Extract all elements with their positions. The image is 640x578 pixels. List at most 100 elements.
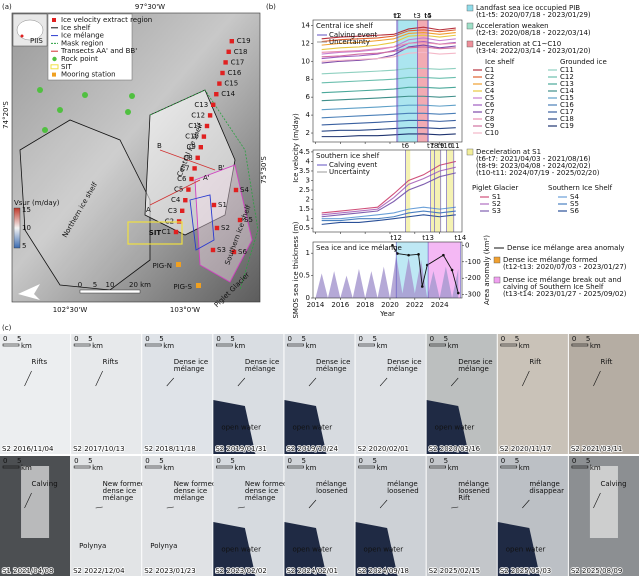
annotation: mélange: [387, 480, 418, 488]
annotation-arrow: [166, 506, 174, 509]
x-tick-label: 2020: [381, 301, 399, 309]
scale-label: 5: [88, 335, 92, 343]
series-line: [321, 95, 456, 102]
coord-label: 102°30'W: [53, 306, 88, 314]
series-line: [321, 133, 456, 138]
legend-swatch: [52, 72, 56, 77]
satellite-image: [0, 334, 71, 454]
y-tick-label: 2: [306, 129, 310, 137]
rock-point: [125, 109, 131, 115]
legend-box: [466, 4, 474, 12]
series-line: [321, 210, 456, 222]
extract-point: [186, 187, 191, 192]
annotation: mélange: [103, 494, 134, 502]
map-legend-label: Ice mélange: [61, 32, 104, 40]
annotation-arrow: [95, 506, 103, 509]
scale-label: km: [377, 464, 388, 472]
event-label: t1: [393, 12, 400, 20]
colorbar: [13, 207, 21, 249]
legend-label: Dense ice mélange area anomaly: [507, 244, 624, 252]
extract-point: [210, 247, 216, 253]
piis-marker: [20, 34, 24, 38]
y2-tick-label: -200: [465, 274, 481, 282]
image-caption: S2 2016/11/04: [2, 445, 54, 453]
annotation: mélange: [458, 480, 489, 488]
annotation: mélange: [458, 365, 489, 373]
image-caption: S2 2025/05/03: [500, 567, 551, 575]
scale-label: 5: [586, 335, 590, 343]
extract-point: [198, 145, 203, 150]
annotation: mélange: [316, 480, 347, 488]
legend-label: C7: [485, 108, 494, 116]
legend-label: S4: [570, 193, 579, 201]
scale-label: 0: [287, 335, 291, 343]
rock-point: [42, 127, 48, 133]
annotation: dense ice: [245, 487, 278, 495]
point-label: C2: [165, 217, 174, 225]
y-tick-label: 1: [306, 249, 310, 257]
annotation: mélange: [245, 365, 276, 373]
legend-label: Calving event: [329, 31, 378, 39]
panel-label: (a): [2, 3, 12, 11]
image-caption: S2 2023/01/23: [144, 567, 195, 575]
scale-label: 0: [216, 335, 220, 343]
scale-label: 5: [159, 335, 163, 343]
scale-label: km: [590, 342, 601, 350]
scale-bar: [571, 465, 589, 469]
event-label: t11: [448, 142, 460, 150]
period-band: [446, 150, 454, 232]
extract-point: [211, 202, 217, 208]
legend-text: (t8-t9: 2023/04/08 - 2024/02/02): [476, 162, 591, 170]
transect-label: A: [146, 206, 151, 214]
annotation-arrow: [24, 370, 32, 387]
legend-swatch: [52, 18, 56, 22]
event-label: t3: [414, 12, 421, 20]
inset-label: PIIS: [30, 37, 43, 45]
legend-text: (t10-t11: 2024/07/19 - 2025/02/20): [476, 169, 600, 177]
annotation: Rift: [458, 494, 470, 502]
panel-label: (c): [2, 324, 12, 332]
y-tick-label: 8: [306, 75, 310, 83]
period-band: [417, 20, 428, 142]
image-caption: S2 2020/02/01: [358, 445, 409, 453]
scale-bar: [2, 343, 20, 347]
scale-label: 10: [106, 281, 115, 289]
legend-label: S1: [492, 193, 501, 201]
legend-label: C3: [485, 80, 494, 88]
map-legend-label: SIT: [61, 63, 73, 71]
annotation: mélange: [529, 480, 560, 488]
y-tick-label: 10: [301, 57, 310, 65]
legend-box: [493, 276, 501, 284]
point-label: C5: [174, 186, 183, 194]
series-line: [321, 41, 456, 53]
series-line: [321, 44, 456, 64]
point-label: C17: [231, 58, 245, 66]
image-caption: S2 2024/02/01: [286, 567, 337, 575]
legend-box: [466, 148, 474, 156]
scale-label: km: [305, 464, 316, 472]
plot-frame: [312, 19, 463, 143]
series-line: [321, 86, 456, 94]
y-tick-label: 6: [306, 93, 311, 101]
scale-label: 0: [501, 335, 505, 343]
scale-label: 5: [93, 281, 97, 289]
annotation: open water: [435, 424, 475, 432]
extract-point: [201, 134, 207, 139]
scale-label: km: [163, 464, 174, 472]
extract-point: [204, 123, 210, 129]
extract-point: [233, 187, 239, 193]
point-label: C18: [234, 48, 248, 56]
southern-ice-shelf: [194, 164, 253, 283]
legend-label: Calving event: [329, 161, 378, 169]
map-legend-label: Ice velocity extract region: [61, 16, 152, 24]
legend-label: C5: [485, 94, 494, 102]
annotation: mélange: [245, 494, 276, 502]
satellite-image: [142, 334, 213, 454]
y-axis-label: Ice velocity (m/day): [292, 113, 300, 183]
x-tick-label: 2016: [331, 301, 349, 309]
event-label: t4: [424, 12, 432, 20]
extract-point: [192, 166, 197, 171]
annotation: mélange: [316, 365, 347, 373]
point-label: C6: [177, 175, 187, 183]
mooring: [176, 262, 181, 267]
